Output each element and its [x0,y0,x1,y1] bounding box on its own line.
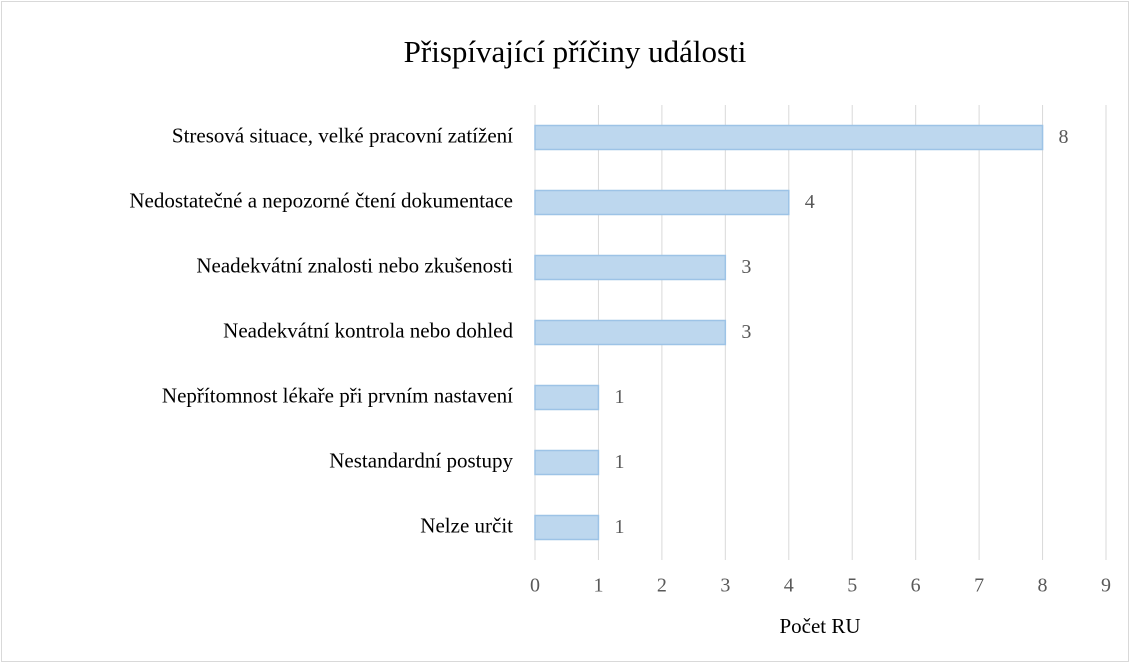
y-tick-label: Stresová situace, velké pracovní zatížen… [172,123,513,147]
y-tick-label: Neadekvátní kontrola nebo dohled [223,318,513,342]
data-label: 1 [614,386,624,408]
data-label: 3 [741,321,751,343]
x-tick-label: 3 [720,575,730,597]
data-label: 1 [614,451,624,473]
bar [534,124,1044,151]
bar [534,254,727,281]
y-tick-label: Nelze určit [420,513,513,537]
bar [534,319,727,346]
bar [534,449,600,476]
x-tick-label: 9 [1101,575,1111,597]
bar [534,189,790,216]
data-label: 8 [1059,126,1069,148]
x-tick-label: 6 [911,575,921,597]
data-label: 3 [741,256,751,278]
bar [534,384,600,411]
x-tick-label: 4 [784,575,794,597]
bar [534,514,600,541]
y-tick-label: Neadekvátní znalosti nebo zkušenosti [196,253,513,277]
data-label: 1 [614,516,624,538]
x-tick-label: 7 [974,575,984,597]
y-tick-label: Nestandardní postupy [329,448,513,472]
chart-title: Přispívající příčiny události [404,34,747,69]
x-tick-label: 0 [530,575,540,597]
x-tick-label: 1 [593,575,603,597]
x-axis-title: Počet RU [779,614,860,638]
data-label: 4 [805,191,815,213]
x-tick-label: 5 [847,575,857,597]
y-tick-label: Nepřítomnost lékaře při prvním nastavení [162,383,513,407]
x-tick-label: 2 [657,575,667,597]
y-tick-label: Nedostatečné a nepozorné čtení dokumenta… [129,188,513,212]
x-tick-label: 8 [1038,575,1048,597]
